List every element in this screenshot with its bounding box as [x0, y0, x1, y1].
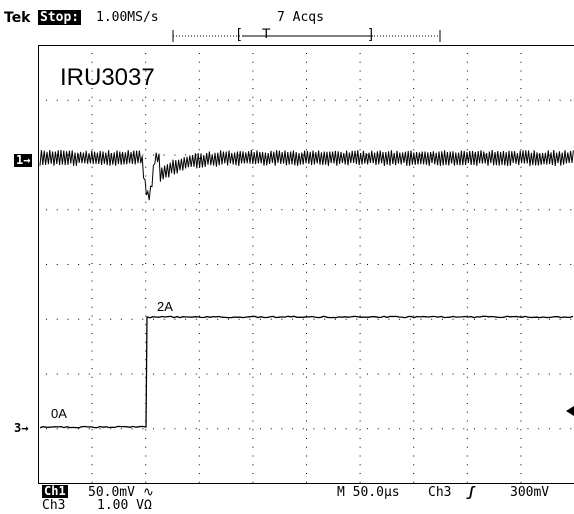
trigger-slope-icon: ʃ	[467, 485, 475, 500]
ch3-name-label: Ch3	[42, 498, 65, 513]
current-label-0a: 0A	[51, 406, 67, 421]
trigger-window-left: [	[237, 25, 241, 41]
ch1-trace	[40, 150, 573, 200]
ch3-scale-readout: 1.00 VΩ	[97, 498, 152, 513]
timebase-readout: M 50.0µs	[337, 485, 400, 500]
trigger-level-arrow-icon	[566, 406, 574, 416]
ch1-name-badge: Ch1	[42, 485, 68, 498]
trigger-position-marker: T	[262, 25, 271, 41]
current-label-2a: 2A	[157, 299, 173, 314]
ch3-ground-marker: 3→	[14, 421, 28, 435]
trigger-source-readout: Ch3	[428, 485, 451, 500]
ch1-ground-marker: 1→	[14, 154, 32, 167]
trigger-window-right: ]	[369, 25, 373, 41]
plot-title: IRU3037	[60, 64, 155, 92]
trigger-level-readout: 300mV	[510, 485, 549, 500]
graticule	[39, 46, 574, 484]
record-position-bar	[173, 30, 440, 42]
